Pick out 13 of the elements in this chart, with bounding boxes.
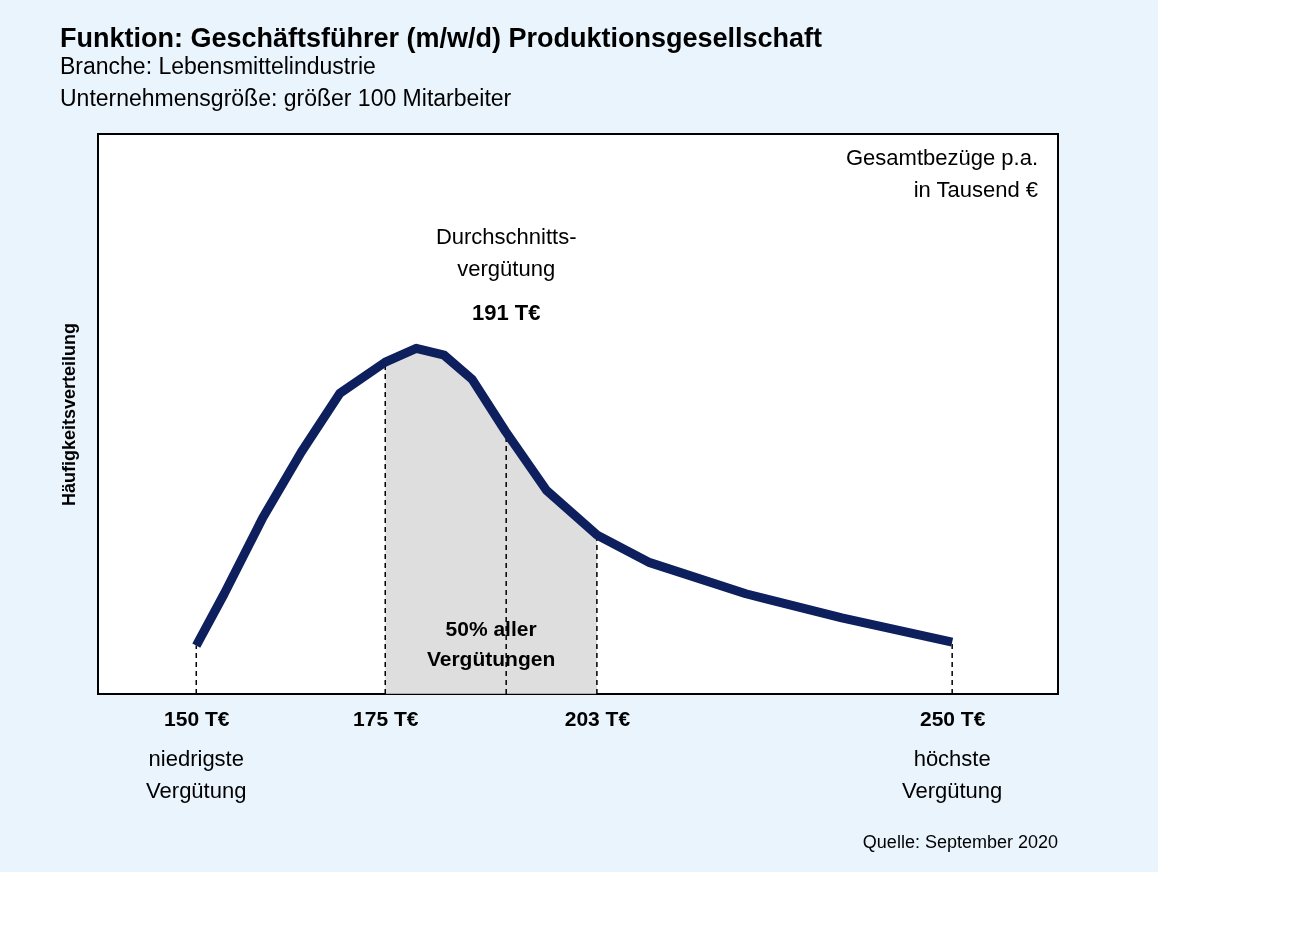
- annotation: 50% aller Vergütungen: [426, 617, 556, 671]
- x-tick-label: 175 T€: [353, 706, 419, 730]
- x-tick-label: 250 T€: [919, 706, 986, 730]
- ref-line-label: Durchschnitts- vergütung 191 T€: [435, 224, 577, 326]
- text: höchste Vergütung: [902, 746, 1003, 803]
- text: niedrigste Vergütung: [146, 746, 247, 803]
- x-tick-label: 150 T€: [164, 706, 230, 730]
- y-axis-title: Häufigkeitsverteilung: [58, 322, 79, 507]
- text: Gesamtbezüge p.a. in Tausend €: [845, 145, 1038, 202]
- chart-subtitle: Branche: Lebensmittelindustrie Unternehmensgröße: größer 100 Mitarbeiter: [60, 53, 512, 111]
- x-tick-label: 203 T€: [564, 706, 631, 730]
- chart-title: Funktion: Geschäftsführer (m/w/d) Produktionsgesellschaft: [60, 23, 823, 53]
- source-note: Quelle: September 2020: [862, 832, 1058, 852]
